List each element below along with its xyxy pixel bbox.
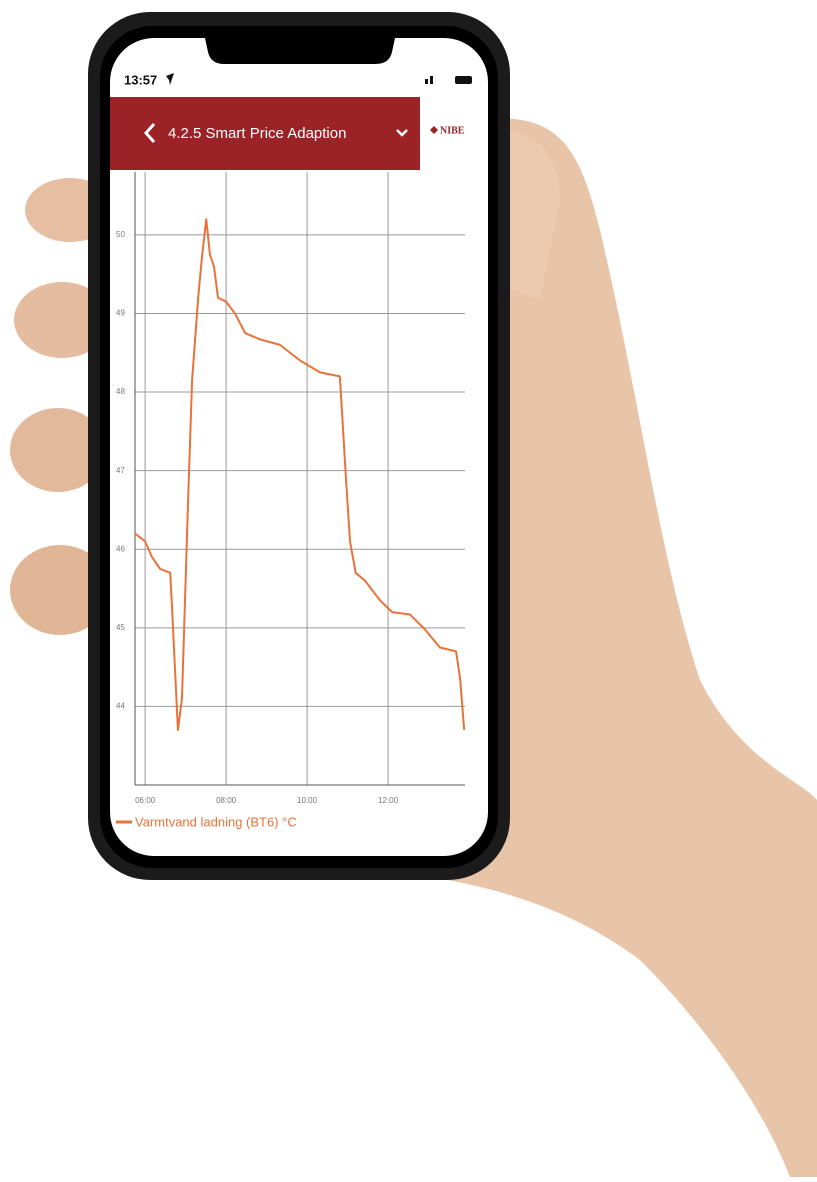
page: 13:57 4.2.5 Smart Price Adaption NIBE 44…	[0, 0, 817, 1177]
battery	[455, 76, 472, 84]
y-tick-label: 48	[116, 387, 125, 396]
logo: NIBE	[440, 125, 465, 136]
notch	[205, 38, 395, 64]
y-tick-label: 50	[116, 230, 125, 239]
y-tick-label: 44	[116, 702, 125, 711]
y-tick-label: 49	[116, 309, 125, 318]
header-title: 4.2.5 Smart Price Adaption	[168, 125, 346, 142]
legend-label: Varmtvand ladning (BT6) °C	[135, 814, 297, 829]
scene: 13:57 4.2.5 Smart Price Adaption NIBE 44…	[0, 0, 817, 1177]
y-tick-label: 47	[116, 466, 125, 475]
status-time: 13:57	[124, 72, 157, 87]
signal	[430, 76, 433, 84]
y-tick-label: 46	[116, 544, 125, 553]
signal	[425, 79, 428, 84]
x-tick-label: 12:00	[378, 796, 399, 805]
x-tick-label: 06:00	[135, 796, 156, 805]
x-tick-label: 10:00	[297, 796, 318, 805]
x-tick-label: 08:00	[216, 796, 237, 805]
y-tick-label: 45	[116, 623, 125, 632]
